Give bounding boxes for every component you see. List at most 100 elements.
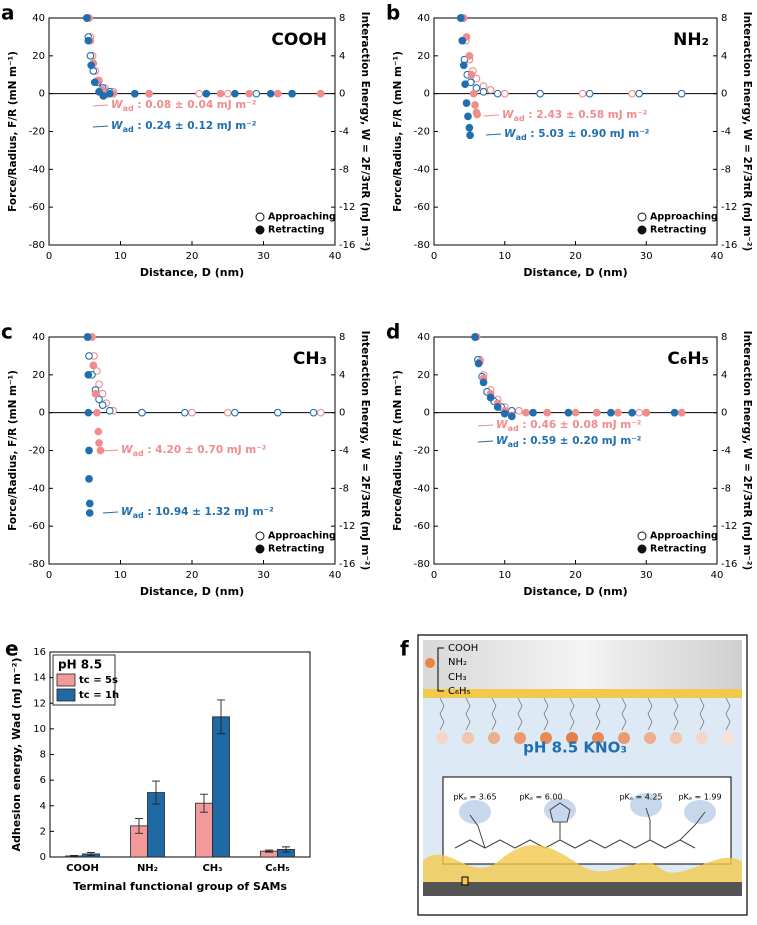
- retracting-point: [105, 89, 114, 98]
- annotation-text: : 0.59 ± 0.20 mJ m⁻²: [519, 435, 642, 447]
- legend-label: Approaching: [650, 212, 718, 223]
- y-tick-label: -80: [29, 240, 45, 251]
- approaching-point: [309, 408, 318, 417]
- legend-label: Approaching: [268, 531, 336, 542]
- approaching-point: [231, 408, 239, 417]
- y-tick-label: -40: [414, 164, 430, 175]
- annotation-sub: ad: [133, 511, 144, 520]
- retracting-point: [493, 403, 502, 411]
- annotation-symbol: W: [504, 128, 516, 140]
- legend-swatch: [56, 673, 76, 687]
- chain: [725, 697, 731, 731]
- panel-label: e: [5, 637, 19, 661]
- y-tick-label: -20: [29, 446, 45, 457]
- group-bracket: [437, 647, 444, 692]
- y2-tick-label: 0: [721, 408, 727, 419]
- group-label: CH₃: [448, 672, 467, 683]
- legend-label: Retracting: [268, 544, 324, 555]
- chain: [543, 697, 549, 731]
- y-tick-label: 20: [417, 51, 430, 62]
- sam-chains: [436, 697, 734, 744]
- chain: [647, 697, 653, 731]
- y-axis-label: Force/Radius, F/R (mN m⁻¹): [7, 51, 19, 212]
- retracting-point: [202, 89, 211, 98]
- chain: [621, 697, 627, 731]
- retracting-point: [316, 89, 325, 98]
- legend-label: tc = 5s: [79, 675, 118, 686]
- approaching-point: [585, 89, 594, 98]
- approaching-point: [181, 408, 189, 417]
- y-axis-label: Force/Radius, F/R (mN m⁻¹): [392, 370, 404, 531]
- y-tick-label: -60: [414, 202, 430, 213]
- x-tick-label: C₆H₅: [265, 863, 289, 874]
- imidazole: [549, 802, 571, 823]
- pka-label: pKₐ = 1.99: [678, 793, 721, 802]
- error-bar: [217, 699, 225, 735]
- approaching-point: [536, 89, 544, 98]
- annotation-text: : 0.24 ± 0.12 mJ m⁻²: [134, 120, 257, 132]
- approaching-point: [273, 408, 282, 417]
- head-group: [722, 732, 734, 744]
- error-bar: [70, 855, 78, 857]
- annotation-sub: ad: [123, 104, 134, 113]
- y2-tick-label: 0: [721, 89, 727, 100]
- retracting-point: [571, 408, 580, 417]
- y2-tick-label: -8: [339, 164, 349, 175]
- legend-label: tc = 1h: [79, 690, 119, 701]
- panel-label: d: [386, 320, 400, 344]
- annotation-text: : 5.03 ± 0.90 mJ m⁻²: [527, 128, 650, 140]
- y-tick-label: 4: [40, 801, 46, 812]
- group-label: C₆H₅: [448, 686, 471, 697]
- retracting-point: [471, 333, 479, 341]
- chain: [595, 697, 601, 731]
- protein-strand: [423, 845, 742, 885]
- y2-tick-label: -12: [339, 521, 355, 532]
- error-bar: [135, 817, 143, 834]
- approaching-point: [472, 74, 481, 83]
- legend-marker: [637, 212, 647, 222]
- annotation-symbol: W: [496, 419, 508, 431]
- chain: [439, 697, 445, 731]
- annotation: Wad : 2.43 ± 0.58 mJ m⁻²: [502, 109, 648, 123]
- y-axis-label: Force/Radius, F/R (mN m⁻¹): [392, 51, 404, 212]
- y2-axis-label: Interaction Energy, W = 2F/3πR (mJ m⁻²): [359, 12, 371, 252]
- panel-label: b: [386, 1, 400, 25]
- approaching-point: [93, 367, 101, 375]
- retracting-point: [642, 408, 651, 417]
- approaching-point: [635, 89, 644, 98]
- y-tick-label: -80: [29, 559, 45, 570]
- error-bar: [265, 849, 273, 853]
- retracting-point: [216, 89, 225, 98]
- annotation: Wad : 10.94 ± 1.32 mJ m⁻²: [121, 506, 274, 520]
- y2-tick-label: -4: [339, 127, 349, 138]
- legend-swatch: [56, 688, 76, 702]
- head-group: [436, 732, 448, 744]
- x-tick-label: 30: [640, 251, 653, 262]
- head-group: [696, 732, 708, 744]
- y-tick-label: -40: [29, 164, 45, 175]
- retracting-point: [464, 112, 472, 121]
- head-group: [644, 732, 656, 744]
- group-label: NH₂: [448, 657, 467, 668]
- retracting-point: [85, 446, 93, 455]
- retracting-point: [479, 378, 488, 387]
- side-chain: [679, 811, 706, 841]
- backbone: [454, 839, 696, 849]
- y2-axis-label: Interaction Energy, W = 2F/3πR (mJ m⁻²): [741, 331, 753, 571]
- y2-tick-label: -16: [339, 240, 355, 251]
- y2-tick-label: 8: [339, 13, 345, 24]
- y2-tick-label: 8: [721, 13, 727, 24]
- legend-label: Retracting: [268, 225, 324, 236]
- error-bar: [87, 851, 95, 856]
- y-axis-label: Force/Radius, F/R (mN m⁻¹): [7, 370, 19, 531]
- x-tick-label: 30: [640, 570, 653, 581]
- annotation-arrow: [477, 440, 494, 443]
- y-tick-label: 8: [40, 750, 46, 761]
- y2-tick-label: -8: [339, 483, 349, 494]
- retracting-point: [471, 101, 479, 109]
- retracting-point: [90, 78, 99, 87]
- annotation-symbol: W: [496, 435, 508, 447]
- approaching-point: [86, 51, 95, 60]
- approaching-point: [188, 408, 196, 417]
